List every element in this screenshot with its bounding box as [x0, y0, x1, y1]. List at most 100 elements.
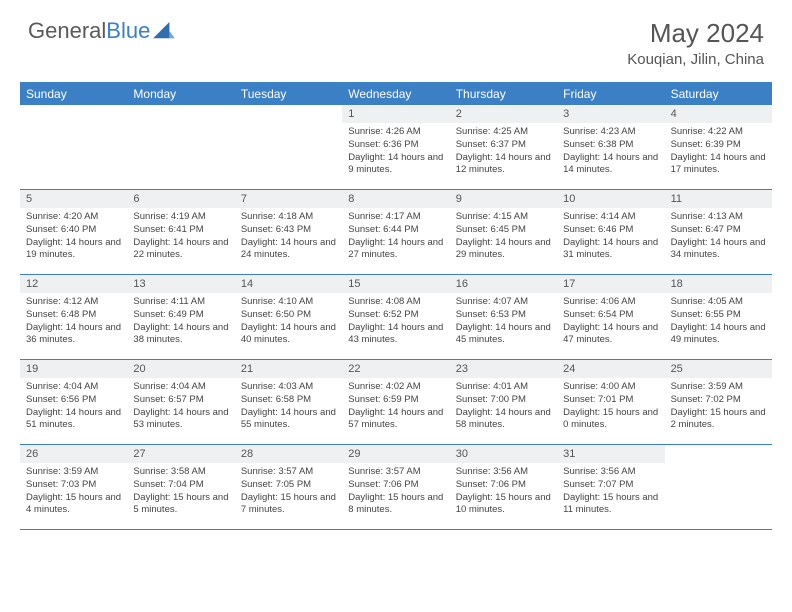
- sail-icon: [153, 22, 175, 40]
- day-number: 10: [557, 190, 664, 208]
- daylight-text: Daylight: 14 hours and 49 minutes.: [671, 322, 766, 348]
- daylight-text: Daylight: 14 hours and 29 minutes.: [456, 237, 551, 263]
- daylight-text: Daylight: 14 hours and 34 minutes.: [671, 237, 766, 263]
- day-number: 6: [127, 190, 234, 208]
- day-number: 4: [665, 105, 772, 123]
- sunset-text: Sunset: 6:41 PM: [133, 224, 228, 237]
- day-number: 2: [450, 105, 557, 123]
- day-header: Thursday: [450, 83, 557, 105]
- daylight-text: Daylight: 14 hours and 17 minutes.: [671, 152, 766, 178]
- calendar-cell: 19Sunrise: 4:04 AMSunset: 6:56 PMDayligh…: [20, 360, 127, 444]
- day-info: Sunrise: 4:04 AMSunset: 6:57 PMDaylight:…: [127, 378, 234, 436]
- week-row: 12Sunrise: 4:12 AMSunset: 6:48 PMDayligh…: [20, 275, 772, 360]
- sunset-text: Sunset: 6:52 PM: [348, 309, 443, 322]
- day-header: Friday: [557, 83, 664, 105]
- calendar-cell: 28Sunrise: 3:57 AMSunset: 7:05 PMDayligh…: [235, 445, 342, 529]
- calendar-cell: 15Sunrise: 4:08 AMSunset: 6:52 PMDayligh…: [342, 275, 449, 359]
- day-info: Sunrise: 4:06 AMSunset: 6:54 PMDaylight:…: [557, 293, 664, 351]
- calendar-cell: 24Sunrise: 4:00 AMSunset: 7:01 PMDayligh…: [557, 360, 664, 444]
- sunrise-text: Sunrise: 4:15 AM: [456, 211, 551, 224]
- calendar-cell: 14Sunrise: 4:10 AMSunset: 6:50 PMDayligh…: [235, 275, 342, 359]
- sunrise-text: Sunrise: 4:14 AM: [563, 211, 658, 224]
- calendar-cell: 9Sunrise: 4:15 AMSunset: 6:45 PMDaylight…: [450, 190, 557, 274]
- calendar-cell: [127, 105, 234, 189]
- sunrise-text: Sunrise: 4:12 AM: [26, 296, 121, 309]
- sunrise-text: Sunrise: 3:57 AM: [348, 466, 443, 479]
- calendar-cell: 13Sunrise: 4:11 AMSunset: 6:49 PMDayligh…: [127, 275, 234, 359]
- daylight-text: Daylight: 14 hours and 31 minutes.: [563, 237, 658, 263]
- daylight-text: Daylight: 14 hours and 14 minutes.: [563, 152, 658, 178]
- sunrise-text: Sunrise: 4:04 AM: [133, 381, 228, 394]
- day-number: 24: [557, 360, 664, 378]
- sunset-text: Sunset: 6:47 PM: [671, 224, 766, 237]
- day-number: 29: [342, 445, 449, 463]
- sunset-text: Sunset: 6:36 PM: [348, 139, 443, 152]
- day-number: 8: [342, 190, 449, 208]
- day-info: Sunrise: 4:20 AMSunset: 6:40 PMDaylight:…: [20, 208, 127, 266]
- day-info: Sunrise: 4:11 AMSunset: 6:49 PMDaylight:…: [127, 293, 234, 351]
- calendar-cell: 27Sunrise: 3:58 AMSunset: 7:04 PMDayligh…: [127, 445, 234, 529]
- sunrise-text: Sunrise: 4:17 AM: [348, 211, 443, 224]
- day-number: 12: [20, 275, 127, 293]
- sunset-text: Sunset: 7:01 PM: [563, 394, 658, 407]
- calendar-cell: 10Sunrise: 4:14 AMSunset: 6:46 PMDayligh…: [557, 190, 664, 274]
- daylight-text: Daylight: 14 hours and 22 minutes.: [133, 237, 228, 263]
- sunrise-text: Sunrise: 4:13 AM: [671, 211, 766, 224]
- day-number: 19: [20, 360, 127, 378]
- calendar-cell: 12Sunrise: 4:12 AMSunset: 6:48 PMDayligh…: [20, 275, 127, 359]
- sunset-text: Sunset: 6:43 PM: [241, 224, 336, 237]
- header: GeneralBlue May 2024 Kouqian, Jilin, Chi…: [0, 0, 792, 76]
- day-number: 5: [20, 190, 127, 208]
- week-row: 5Sunrise: 4:20 AMSunset: 6:40 PMDaylight…: [20, 190, 772, 275]
- sunrise-text: Sunrise: 3:56 AM: [563, 466, 658, 479]
- calendar-cell: 3Sunrise: 4:23 AMSunset: 6:38 PMDaylight…: [557, 105, 664, 189]
- sunrise-text: Sunrise: 4:06 AM: [563, 296, 658, 309]
- sunrise-text: Sunrise: 3:59 AM: [671, 381, 766, 394]
- sunrise-text: Sunrise: 4:11 AM: [133, 296, 228, 309]
- calendar-cell: [20, 105, 127, 189]
- day-header: Wednesday: [342, 83, 449, 105]
- sunset-text: Sunset: 6:40 PM: [26, 224, 121, 237]
- day-header: Saturday: [665, 83, 772, 105]
- daylight-text: Daylight: 14 hours and 57 minutes.: [348, 407, 443, 433]
- day-info: Sunrise: 4:05 AMSunset: 6:55 PMDaylight:…: [665, 293, 772, 351]
- day-number: 22: [342, 360, 449, 378]
- calendar-cell: 6 Sunrise: 4:19 AMSunset: 6:41 PMDaylight…: [127, 190, 234, 274]
- daylight-text: Daylight: 15 hours and 10 minutes.: [456, 492, 551, 518]
- sunset-text: Sunset: 6:38 PM: [563, 139, 658, 152]
- daylight-text: Daylight: 14 hours and 27 minutes.: [348, 237, 443, 263]
- day-info: Sunrise: 4:14 AMSunset: 6:46 PMDaylight:…: [557, 208, 664, 266]
- location-label: Kouqian, Jilin, China: [627, 51, 764, 68]
- calendar-cell: 20Sunrise: 4:04 AMSunset: 6:57 PMDayligh…: [127, 360, 234, 444]
- sunrise-text: Sunrise: 4:23 AM: [563, 126, 658, 139]
- daylight-text: Daylight: 14 hours and 45 minutes.: [456, 322, 551, 348]
- sunset-text: Sunset: 7:03 PM: [26, 479, 121, 492]
- sunset-text: Sunset: 7:00 PM: [456, 394, 551, 407]
- day-number: 27: [127, 445, 234, 463]
- calendar-cell: 21Sunrise: 4:03 AMSunset: 6:58 PMDayligh…: [235, 360, 342, 444]
- calendar-cell: 1Sunrise: 4:26 AMSunset: 6:36 PMDaylight…: [342, 105, 449, 189]
- daylight-text: Daylight: 15 hours and 2 minutes.: [671, 407, 766, 433]
- day-info: Sunrise: 4:07 AMSunset: 6:53 PMDaylight:…: [450, 293, 557, 351]
- day-header: Tuesday: [235, 83, 342, 105]
- day-number: 14: [235, 275, 342, 293]
- daylight-text: Daylight: 15 hours and 5 minutes.: [133, 492, 228, 518]
- daylight-text: Daylight: 15 hours and 11 minutes.: [563, 492, 658, 518]
- daylight-text: Daylight: 14 hours and 58 minutes.: [456, 407, 551, 433]
- sunset-text: Sunset: 6:45 PM: [456, 224, 551, 237]
- sunset-text: Sunset: 6:39 PM: [671, 139, 766, 152]
- week-row: 26Sunrise: 3:59 AMSunset: 7:03 PMDayligh…: [20, 445, 772, 530]
- sunrise-text: Sunrise: 4:00 AM: [563, 381, 658, 394]
- calendar: Sunday Monday Tuesday Wednesday Thursday…: [20, 82, 772, 530]
- day-number: [20, 105, 127, 111]
- weeks-container: 1Sunrise: 4:26 AMSunset: 6:36 PMDaylight…: [20, 105, 772, 530]
- daylight-text: Daylight: 14 hours and 47 minutes.: [563, 322, 658, 348]
- day-info: Sunrise: 4:12 AMSunset: 6:48 PMDaylight:…: [20, 293, 127, 351]
- sunrise-text: Sunrise: 4:19 AM: [133, 211, 228, 224]
- sunset-text: Sunset: 7:06 PM: [348, 479, 443, 492]
- sunrise-text: Sunrise: 4:25 AM: [456, 126, 551, 139]
- day-info: Sunrise: 3:57 AMSunset: 7:06 PMDaylight:…: [342, 463, 449, 521]
- daylight-text: Daylight: 15 hours and 4 minutes.: [26, 492, 121, 518]
- page-title: May 2024: [627, 18, 764, 49]
- day-info: Sunrise: 4:23 AMSunset: 6:38 PMDaylight:…: [557, 123, 664, 181]
